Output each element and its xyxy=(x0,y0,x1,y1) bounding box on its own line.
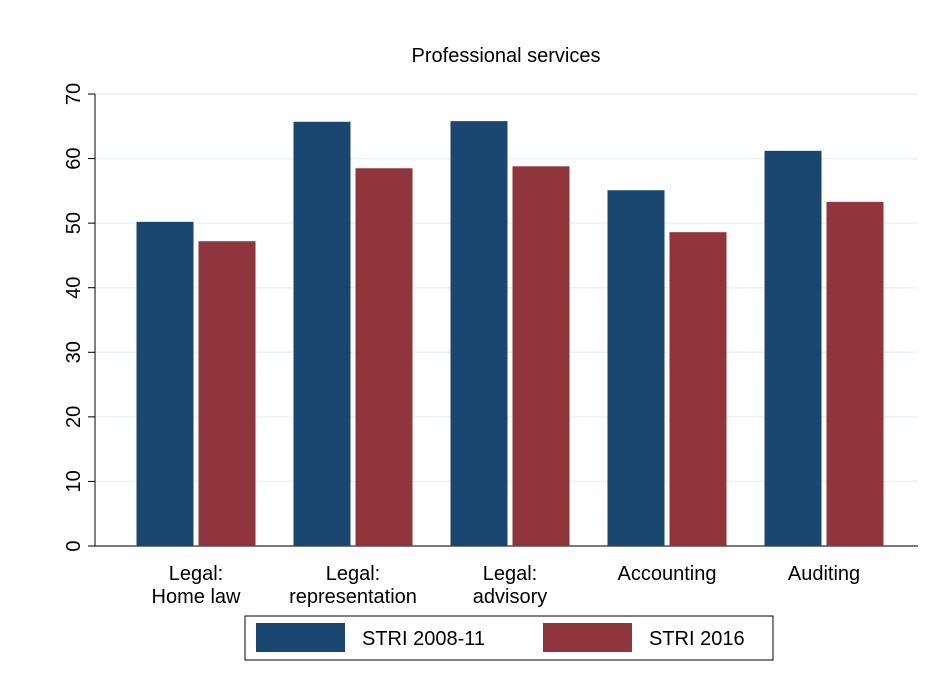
bar xyxy=(512,166,570,546)
x-tick-label: Accounting xyxy=(618,563,717,585)
bar xyxy=(198,241,256,547)
x-tick-label: Legal: representation xyxy=(289,563,417,608)
bar xyxy=(450,121,508,547)
y-tick-label: 30 xyxy=(63,341,85,363)
y-tick-label: 0 xyxy=(63,540,85,551)
bar xyxy=(293,121,351,546)
x-tick-label: Legal: advisory xyxy=(473,563,547,608)
y-tick-label: 50 xyxy=(63,212,85,234)
bar xyxy=(764,150,822,546)
y-tick-label: 60 xyxy=(63,147,85,169)
y-tick-label: 10 xyxy=(63,470,85,492)
legend-swatch xyxy=(543,623,632,652)
bar xyxy=(607,190,665,546)
legend-swatch xyxy=(256,623,345,652)
bar xyxy=(826,201,884,546)
chart-title: Professional services xyxy=(412,45,601,67)
legend-label: STRI 2016 xyxy=(649,628,745,650)
bar xyxy=(669,232,727,546)
x-tick-label: Legal: Home law xyxy=(152,563,241,608)
y-tick-label: 40 xyxy=(63,277,85,299)
bar xyxy=(136,221,194,546)
legend-label: STRI 2008-11 xyxy=(362,628,485,650)
y-tick-label: 20 xyxy=(63,406,85,428)
y-tick-label: 70 xyxy=(63,83,85,105)
bar xyxy=(355,168,413,546)
x-tick-label: Auditing xyxy=(788,563,860,585)
